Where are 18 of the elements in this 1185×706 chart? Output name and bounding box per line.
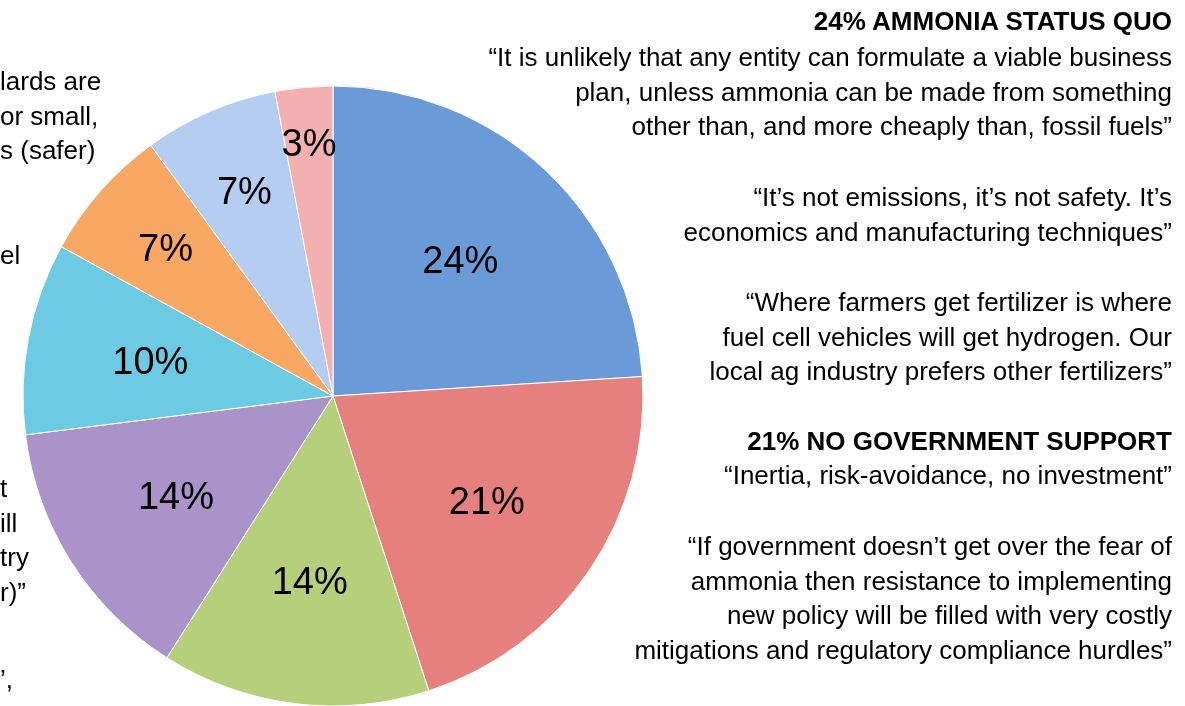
data-label: 10% (112, 340, 189, 383)
text: “It is unlikely that any entity can formulate a viable business plan, unless ammonia can be made from something other than, and more cheaply than, fossil fuels” (488, 41, 1172, 143)
text: t ill try r)” (0, 472, 29, 609)
text: “If government doesn’t get over the fear of ammonia then resistance to implementing new policy will be filled with very costly mitigations and regulatory compliance hurdles” (634, 530, 1172, 667)
text: “Inertia, risk-avoidance, no investment” (724, 459, 1172, 492)
data-label: 14% (271, 559, 348, 602)
data-label: 24% (422, 239, 499, 282)
text: lards are or small, s (safer) (0, 65, 102, 167)
text: 21% NO GOVERNMENT SUPPORT (747, 425, 1172, 458)
text: el (0, 239, 21, 272)
text: “Where farmers get fertilizer is where fuel cell vehicles will get hydrogen. Our local ag industry prefers other fertilizers” (709, 286, 1172, 388)
data-label: 7% (138, 227, 194, 270)
data-label: 7% (216, 170, 272, 213)
data-label: 14% (137, 474, 214, 517)
text: ’, (0, 663, 13, 696)
text: “It’s not emissions, it’s not safety. It’s economics and manufacturing techniques” (683, 181, 1172, 249)
text: 24% AMMONIA STATUS QUO (813, 5, 1172, 38)
data-label: 21% (448, 479, 525, 522)
